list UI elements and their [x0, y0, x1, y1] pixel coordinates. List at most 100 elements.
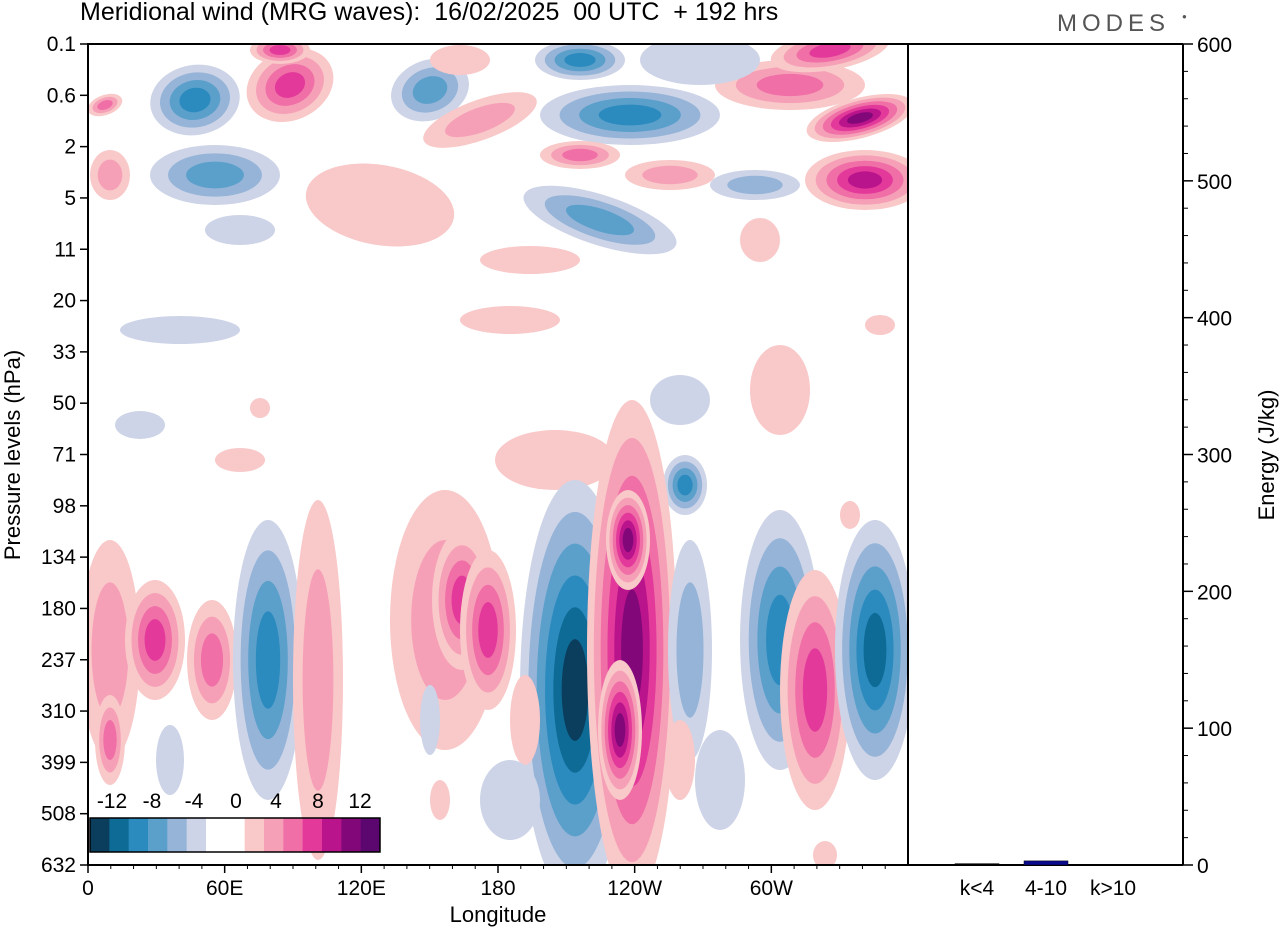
- colorbar-tick-label: 8: [312, 790, 324, 813]
- southerly-anomaly: [115, 411, 165, 439]
- energy-axis-label: Energy (J/kg): [1254, 390, 1279, 521]
- contour-band: [305, 163, 455, 247]
- x-axis: 0 60E 120E 180 120W 60W: [82, 865, 886, 900]
- energy-category-label: k>10: [1090, 877, 1136, 900]
- northerly-anomaly: [430, 45, 490, 75]
- energy-tick-label: 300: [1197, 445, 1232, 468]
- colorbar-swatch: [264, 818, 284, 852]
- northerly-anomaly: [540, 141, 620, 169]
- y-tick-label: 0.6: [47, 84, 76, 107]
- contour-band: [566, 204, 634, 236]
- contour-band: [840, 501, 860, 529]
- southerly-anomaly: [668, 540, 712, 760]
- contour-band: [847, 171, 883, 189]
- contour-band: [255, 611, 281, 709]
- northerly-anomaly: [460, 550, 516, 710]
- contour-band: [847, 112, 873, 124]
- northerly-anomaly: [750, 345, 810, 435]
- contour-band: [120, 316, 240, 344]
- northerly-anomaly: [865, 315, 895, 335]
- colorbar-swatch: [322, 818, 342, 852]
- southerly-anomaly: [420, 685, 440, 755]
- x-tick-label: 180: [480, 877, 515, 900]
- energy-tick-label: 600: [1197, 34, 1232, 57]
- northerly-anomaly: [715, 60, 865, 110]
- y-tick-label: 399: [41, 751, 76, 774]
- northerly-anomaly: [88, 93, 123, 117]
- energy-tick-label: 200: [1197, 581, 1232, 604]
- contour-band: [480, 246, 580, 274]
- northerly-anomaly: [806, 94, 908, 142]
- contour-band: [97, 159, 123, 191]
- northerly-anomaly: [510, 675, 540, 765]
- contour-band: [677, 474, 693, 496]
- colorbar-swatch: [109, 818, 130, 852]
- contour-band: [740, 218, 780, 262]
- colorbar-tick-label: 4: [270, 790, 282, 813]
- x-tick-label: 120E: [337, 877, 386, 900]
- northerly-anomaly: [625, 160, 715, 190]
- contour-band: [564, 53, 596, 67]
- energy-category-label: k<4: [960, 877, 995, 900]
- contour-band: [412, 76, 448, 104]
- contour-band: [156, 725, 184, 795]
- contour-band: [274, 72, 306, 98]
- northerly-anomaly: [770, 44, 890, 73]
- southerly-anomaly: [540, 85, 720, 145]
- contour-band: [420, 685, 440, 755]
- y-tick-label: 180: [41, 597, 76, 620]
- contour-band: [614, 713, 626, 747]
- northerly-anomaly: [495, 430, 615, 490]
- y-tick-label: 2: [64, 136, 76, 159]
- contour-band: [97, 100, 113, 110]
- colorbar-swatch: [167, 818, 188, 852]
- y-tick-label: 632: [41, 854, 76, 877]
- y-tick-label: 20: [53, 290, 76, 313]
- contour-band: [750, 345, 810, 435]
- x-tick-label: 60E: [206, 877, 243, 900]
- contour-band: [430, 780, 450, 820]
- contour-band: [205, 215, 275, 245]
- contour-band: [809, 44, 851, 58]
- contour-band: [863, 612, 887, 688]
- contour-band: [215, 448, 265, 472]
- x-axis-label: Longitude: [450, 902, 547, 927]
- northerly-anomaly: [305, 163, 455, 247]
- colorbar: -12 -8 -4 0 4 8 12: [89, 790, 381, 853]
- contour-band: [756, 73, 824, 97]
- northerly-anomaly: [840, 501, 860, 529]
- southerly-anomaly: [695, 730, 745, 830]
- x-tick-label: 0: [82, 877, 94, 900]
- y-tick-label: 310: [41, 700, 76, 723]
- colorbar-tick-label: -12: [97, 790, 127, 813]
- colorbar-swatch: [341, 818, 362, 852]
- y-tick-label: 98: [53, 495, 76, 518]
- southerly-anomaly: [650, 375, 710, 425]
- northerly-anomaly: [460, 306, 560, 334]
- colorbar-swatch: [360, 818, 381, 852]
- southerly-anomaly: [710, 170, 800, 200]
- northerly-anomaly: [250, 398, 270, 418]
- contour-band: [650, 375, 710, 425]
- southerly-anomaly: [120, 316, 240, 344]
- contour-band: [510, 675, 540, 765]
- colorbar-tick-label: -8: [143, 790, 162, 813]
- southerly-anomaly: [205, 215, 275, 245]
- northerly-anomaly: [250, 44, 310, 64]
- contour-band: [676, 582, 704, 718]
- northerly-anomaly: [90, 150, 130, 200]
- southerly-anomaly: [523, 185, 677, 255]
- x-tick-label: 60W: [750, 877, 793, 900]
- colorbar-swatch: [128, 818, 149, 852]
- northerly-anomaly: [293, 500, 343, 860]
- northerly-anomaly: [665, 720, 695, 800]
- contour-band: [802, 648, 828, 732]
- contour-band: [250, 398, 270, 418]
- contour-band: [562, 148, 598, 162]
- logo-registered-mark: ●: [1182, 12, 1187, 21]
- southerly-anomaly: [391, 58, 469, 122]
- northerly-anomaly: [780, 570, 850, 810]
- colorbar-tick-label: 12: [348, 790, 371, 813]
- northerly-anomaly: [587, 400, 677, 865]
